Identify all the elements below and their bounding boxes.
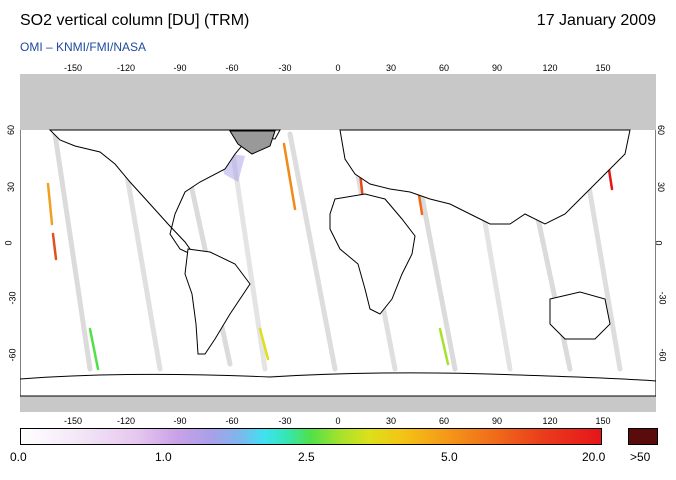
lon-label-top: -30 bbox=[278, 63, 292, 73]
lon-label-bottom: 30 bbox=[385, 416, 396, 426]
lon-label-bottom: -150 bbox=[63, 416, 82, 426]
colorbar bbox=[20, 428, 602, 445]
lon-label-top: -150 bbox=[63, 63, 82, 73]
greenland bbox=[229, 130, 276, 155]
so2-streak bbox=[438, 327, 450, 366]
colorbar-label: 20.0 bbox=[582, 450, 606, 464]
orbit-swath bbox=[287, 131, 338, 372]
so2-streak bbox=[88, 327, 100, 371]
lon-label-top: 120 bbox=[542, 63, 558, 73]
lon-label-bottom: -90 bbox=[173, 416, 187, 426]
lon-label-bottom: 60 bbox=[438, 416, 449, 426]
lon-label-bottom: 150 bbox=[595, 416, 611, 426]
lat-label-right: -30 bbox=[657, 291, 668, 305]
lat-label-left: 60 bbox=[6, 124, 17, 136]
orbit-swath bbox=[52, 131, 93, 372]
lat-label-left: 30 bbox=[6, 181, 17, 193]
so2-streak bbox=[258, 327, 270, 361]
lat-label-right: 30 bbox=[656, 181, 667, 193]
colorbar-label: 1.0 bbox=[155, 450, 172, 464]
lat-label-right: -60 bbox=[657, 348, 668, 362]
coastlines bbox=[20, 129, 656, 397]
lat-label-left: 0 bbox=[3, 240, 14, 246]
australia bbox=[549, 291, 611, 340]
south-america bbox=[184, 248, 251, 355]
lon-label-bottom: 90 bbox=[491, 416, 502, 426]
over-range-label: >50 bbox=[630, 450, 651, 464]
map-title: SO2 vertical column [DU] (TRM) bbox=[20, 12, 250, 29]
lon-label-top: 30 bbox=[385, 63, 396, 73]
lon-label-bottom: -120 bbox=[116, 416, 135, 426]
lon-label-top: 0 bbox=[335, 63, 341, 73]
north-polar-mask bbox=[20, 74, 656, 130]
lon-label-top: 90 bbox=[491, 63, 502, 73]
lon-label-top: -60 bbox=[225, 63, 239, 73]
data-credit: OMI – KNMI/FMI/NASA bbox=[20, 40, 147, 54]
colorbar-label: 0.0 bbox=[10, 450, 27, 464]
antarctica bbox=[20, 372, 656, 397]
colorbar-label: 2.5 bbox=[298, 450, 315, 464]
lon-label-top: -90 bbox=[173, 63, 187, 73]
so2-streak bbox=[282, 142, 297, 211]
colorbar-label: 5.0 bbox=[441, 450, 458, 464]
lon-label-bottom: -60 bbox=[225, 416, 239, 426]
world-map bbox=[20, 74, 656, 412]
so2-streak bbox=[51, 232, 58, 261]
lon-label-top: 150 bbox=[595, 63, 611, 73]
lon-label-top: -120 bbox=[116, 63, 135, 73]
over-range-box bbox=[628, 428, 658, 445]
map-date: 17 January 2009 bbox=[536, 12, 656, 29]
lon-label-bottom: 120 bbox=[542, 416, 558, 426]
lon-label-bottom: -30 bbox=[278, 416, 292, 426]
eurasia bbox=[339, 129, 631, 225]
lat-label-right: 60 bbox=[656, 124, 667, 136]
so2-streak bbox=[46, 182, 54, 226]
lon-label-bottom: 0 bbox=[335, 416, 341, 426]
africa bbox=[329, 193, 416, 315]
lon-label-top: 60 bbox=[438, 63, 449, 73]
lat-label-left: -60 bbox=[7, 348, 18, 362]
south-polar-mask bbox=[20, 396, 656, 412]
lat-label-left: -30 bbox=[7, 291, 18, 305]
